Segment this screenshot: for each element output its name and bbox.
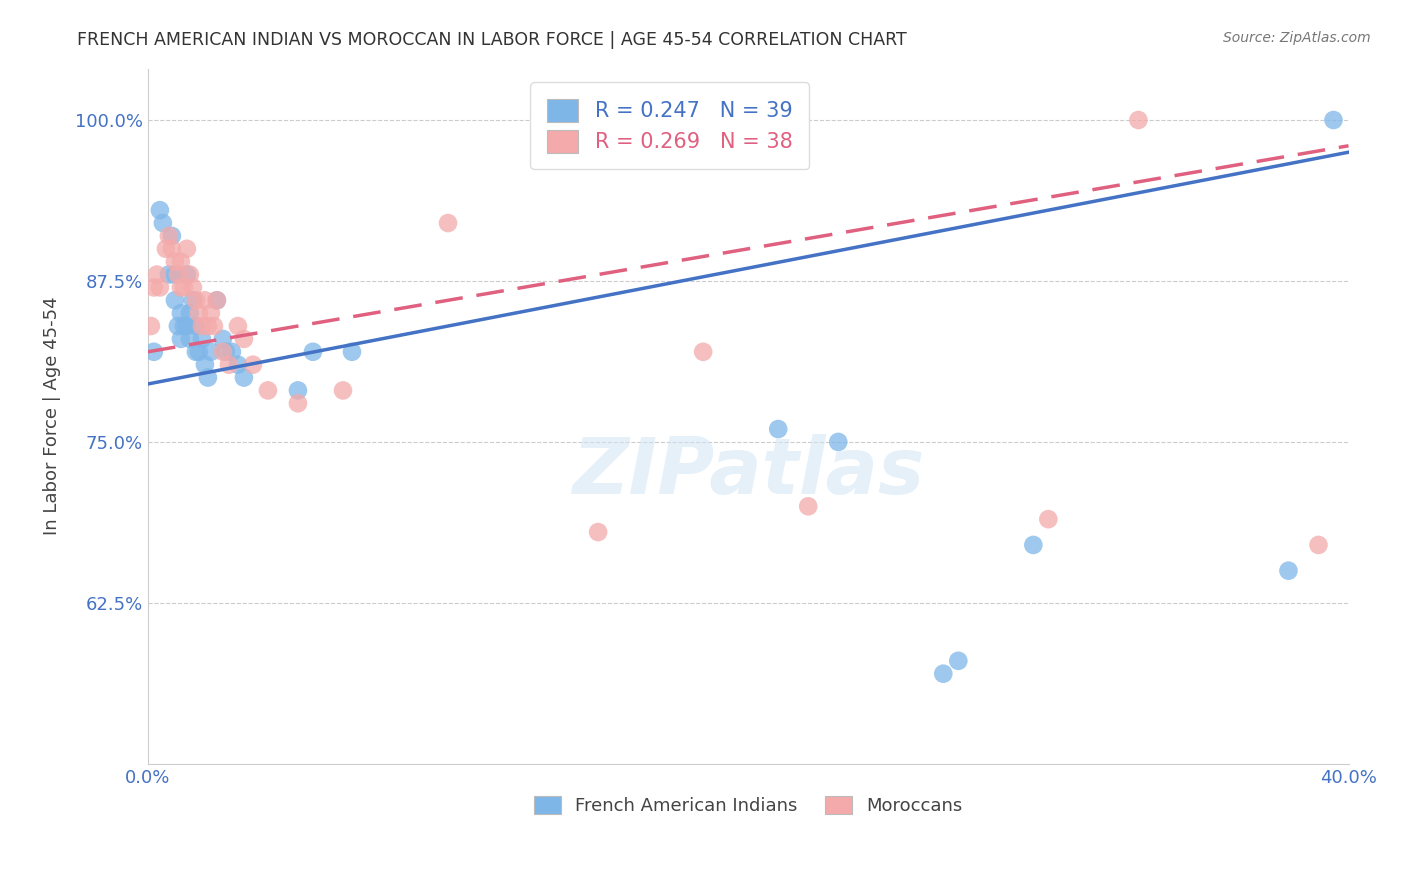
Point (1128, 113, 1150, 128)
Point (176, 268, 198, 282)
Point (692, 344, 714, 359)
Point (184, 344, 207, 359)
Point (167, 268, 190, 282)
Point (191, 319, 214, 334)
Point (226, 358, 249, 372)
Point (146, 268, 169, 282)
Point (932, 666, 955, 681)
Point (1277, 564, 1299, 578)
Point (160, 228, 183, 243)
Point (149, 203, 172, 218)
Point (187, 344, 209, 359)
Point (160, 242, 183, 256)
Point (215, 344, 238, 359)
Point (152, 216, 174, 230)
Point (212, 344, 235, 359)
Point (948, 654, 970, 668)
Point (179, 332, 201, 346)
Point (173, 280, 195, 294)
Point (176, 319, 198, 334)
Point (287, 384, 309, 398)
Y-axis label: In Labor Force | Age 45-54: In Labor Force | Age 45-54 (44, 297, 60, 535)
Point (202, 319, 225, 334)
Point (1022, 538, 1045, 552)
Point (139, 319, 162, 334)
Point (149, 280, 172, 294)
Point (167, 319, 190, 334)
Point (232, 332, 254, 346)
Point (221, 344, 243, 359)
Point (170, 280, 193, 294)
Point (179, 268, 201, 282)
Point (173, 319, 195, 334)
Point (163, 254, 186, 268)
Point (157, 268, 180, 282)
Point (155, 242, 177, 256)
Point (287, 396, 309, 410)
Point (184, 293, 207, 308)
Point (797, 500, 820, 514)
Point (181, 280, 204, 294)
Point (170, 254, 193, 268)
Point (184, 319, 207, 334)
Point (437, 216, 460, 230)
Point (142, 344, 165, 359)
Point (142, 280, 165, 294)
Text: ZIPatlas: ZIPatlas (572, 434, 924, 510)
Point (226, 319, 249, 334)
Point (1322, 113, 1344, 128)
Point (257, 384, 280, 398)
Point (332, 384, 354, 398)
Text: FRENCH AMERICAN INDIAN VS MOROCCAN IN LABOR FORCE | AGE 45-54 CORRELATION CHART: FRENCH AMERICAN INDIAN VS MOROCCAN IN LA… (77, 31, 907, 49)
Point (242, 358, 264, 372)
Point (340, 344, 363, 359)
Point (200, 344, 222, 359)
Point (194, 293, 217, 308)
Point (212, 332, 235, 346)
Text: Source: ZipAtlas.com: Source: ZipAtlas.com (1223, 31, 1371, 45)
Point (200, 306, 222, 320)
Point (197, 370, 219, 384)
Point (170, 332, 193, 346)
Point (205, 293, 228, 308)
Point (218, 358, 240, 372)
Point (194, 358, 217, 372)
Point (157, 228, 180, 243)
Point (163, 268, 186, 282)
Point (170, 306, 193, 320)
Point (1038, 512, 1060, 526)
Point (766, 422, 789, 436)
Point (181, 293, 204, 308)
Point (176, 242, 198, 256)
Legend: French American Indians, Moroccans: French American Indians, Moroccans (524, 787, 972, 824)
Point (179, 306, 201, 320)
Point (232, 370, 254, 384)
Point (197, 319, 219, 334)
Point (163, 293, 186, 308)
Point (827, 434, 849, 449)
Point (1308, 538, 1330, 552)
Point (586, 524, 609, 539)
Point (302, 344, 325, 359)
Point (205, 293, 228, 308)
Point (187, 306, 209, 320)
Point (191, 332, 214, 346)
